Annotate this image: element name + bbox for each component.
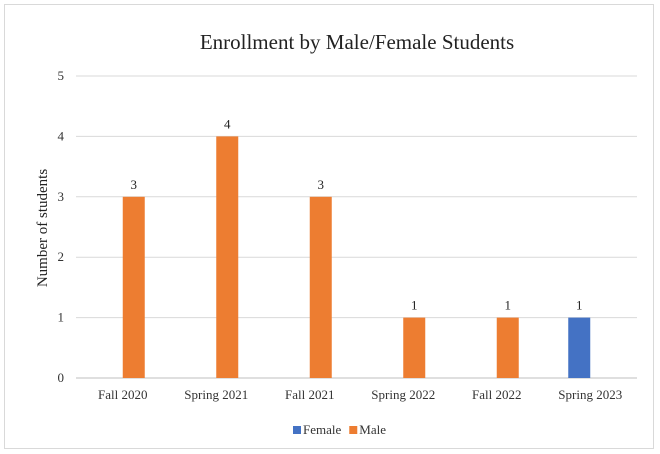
bar-male-fall-2021 bbox=[309, 196, 332, 378]
bar-female-spring-2023 bbox=[568, 317, 591, 378]
gridlines bbox=[76, 75, 637, 379]
chart-title: Enrollment by Male/Female Students bbox=[200, 30, 514, 54]
y-tick-label: 1 bbox=[58, 310, 65, 325]
data-label: 4 bbox=[224, 116, 231, 131]
y-axis-ticks: 0 1 2 3 4 5 bbox=[58, 68, 65, 385]
bar-male-spring-2022 bbox=[403, 317, 426, 378]
bars bbox=[122, 136, 591, 378]
y-tick-label: 5 bbox=[58, 68, 65, 83]
bar-male-fall-2022 bbox=[496, 317, 519, 378]
data-label: 1 bbox=[576, 298, 583, 313]
data-label: 3 bbox=[318, 177, 325, 192]
data-label: 1 bbox=[411, 298, 418, 313]
x-tick-label: Spring 2023 bbox=[558, 387, 622, 402]
y-tick-label: 3 bbox=[58, 189, 65, 204]
bar-male-fall-2020 bbox=[122, 196, 145, 378]
legend: Female Male bbox=[293, 422, 386, 437]
legend-label-female: Female bbox=[303, 422, 341, 437]
x-tick-label: Spring 2022 bbox=[371, 387, 435, 402]
y-tick-label: 4 bbox=[58, 128, 65, 143]
x-tick-label: Fall 2021 bbox=[285, 387, 334, 402]
x-tick-label: Fall 2020 bbox=[98, 387, 147, 402]
x-axis-ticks: Fall 2020 Spring 2021 Fall 2021 Spring 2022… bbox=[98, 387, 622, 402]
legend-swatch-male bbox=[349, 426, 358, 434]
legend-label-male: Male bbox=[359, 422, 386, 437]
bar-male-spring-2021 bbox=[216, 136, 239, 378]
data-label: 3 bbox=[131, 177, 138, 192]
x-tick-label: Fall 2022 bbox=[472, 387, 521, 402]
data-labels: 3 4 3 1 1 1 bbox=[131, 116, 583, 312]
y-axis-label: Number of students bbox=[35, 169, 51, 287]
y-tick-label: 2 bbox=[58, 249, 65, 264]
legend-swatch-female bbox=[293, 426, 301, 434]
data-label: 1 bbox=[505, 298, 512, 313]
x-tick-label: Spring 2021 bbox=[184, 387, 248, 402]
y-tick-label: 0 bbox=[58, 370, 65, 385]
